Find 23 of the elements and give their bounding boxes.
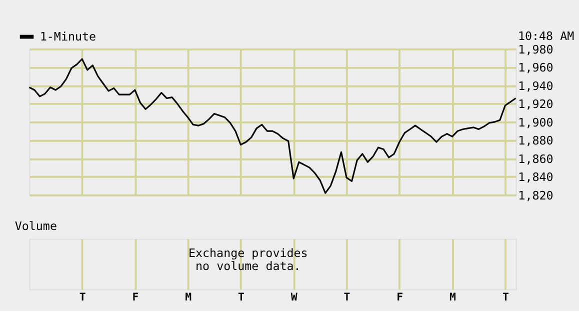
line-series [28,58,517,194]
y-tick-label: 1,980 [518,42,554,56]
y-tick-label: 1,920 [518,97,554,112]
category-label: T [238,290,244,304]
y-tick-label: 1,960 [518,60,554,75]
category-label: F [132,290,139,304]
category-label: W [290,290,298,304]
y-tick-label: 1,940 [518,78,554,93]
category-label: T [79,290,86,304]
y-tick-label: 1,860 [518,152,554,166]
legend-label: 1-Minute [40,30,96,44]
category-label: F [396,290,404,304]
text: Exchange provides no volume data. [188,246,308,273]
y-tick-label: 1,880 [518,134,554,148]
y-tick-label: 1,840 [518,170,554,184]
category-label: M [450,290,456,304]
y-tick-label: 1,820 [518,188,554,202]
y-tick-label: 1,900 [518,115,554,130]
category-label: T [344,290,350,304]
category-label: M [185,290,192,304]
text: 10:48 AM [518,29,574,44]
category-label: T [502,290,509,304]
text: Volume [14,218,57,233]
